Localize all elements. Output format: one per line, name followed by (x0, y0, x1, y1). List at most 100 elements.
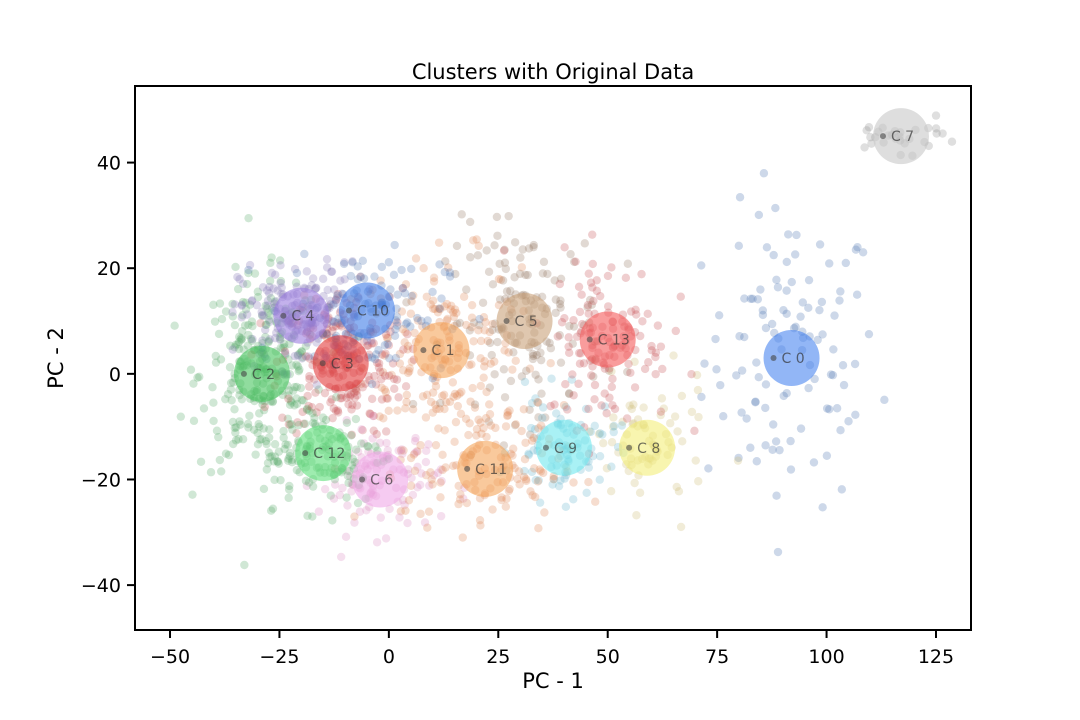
data-point (413, 483, 422, 492)
data-point (231, 428, 240, 437)
data-point (283, 414, 293, 423)
data-point (584, 477, 593, 487)
data-point (337, 391, 346, 400)
data-point (640, 364, 650, 374)
cluster-center-dot (319, 360, 326, 367)
data-point (364, 442, 373, 451)
data-point (401, 319, 411, 329)
data-point (413, 313, 422, 323)
data-point (804, 303, 813, 313)
x-tick-label: 75 (705, 646, 729, 668)
data-point (403, 330, 412, 339)
data-point (538, 403, 548, 412)
cluster-bubble (273, 287, 330, 344)
x-tick-label: −50 (150, 646, 190, 668)
data-point (353, 498, 363, 508)
data-point (264, 448, 274, 457)
data-point (671, 326, 680, 336)
data-point (210, 317, 220, 326)
data-point (560, 243, 569, 252)
data-point (359, 274, 369, 283)
data-point (484, 267, 494, 277)
data-point (310, 375, 319, 384)
data-point (396, 446, 406, 455)
data-point (333, 291, 342, 300)
data-point (441, 257, 450, 266)
data-point (931, 111, 941, 120)
data-point (428, 480, 437, 489)
data-point (433, 468, 443, 478)
data-point (211, 358, 221, 367)
data-point (656, 410, 665, 420)
data-point (349, 388, 359, 397)
data-point (233, 284, 243, 294)
data-point (536, 467, 546, 476)
data-point (299, 396, 308, 405)
data-point (626, 307, 636, 316)
data-point (253, 292, 263, 302)
data-point (369, 426, 378, 435)
data-point (769, 420, 778, 429)
data-point (264, 308, 273, 317)
data-point (231, 340, 241, 349)
data-point (485, 383, 495, 392)
data-point (461, 414, 471, 424)
data-point (302, 267, 312, 276)
data-point (255, 422, 264, 431)
data-point (284, 386, 294, 395)
y-tick-label: 20 (97, 258, 121, 280)
data-point (497, 495, 506, 505)
data-point (271, 270, 280, 279)
data-point (247, 317, 257, 326)
data-point (255, 409, 264, 418)
data-point (456, 409, 466, 419)
data-point (533, 477, 543, 486)
data-point (453, 401, 463, 411)
data-point (420, 518, 430, 527)
data-point (832, 404, 842, 413)
data-point (516, 253, 525, 262)
data-point (288, 455, 297, 464)
data-point (737, 408, 746, 417)
data-point (322, 330, 332, 339)
data-point (318, 274, 328, 284)
data-point (297, 395, 307, 405)
data-point (829, 345, 838, 354)
data-point (355, 507, 365, 516)
data-point (231, 262, 240, 272)
data-point (475, 516, 485, 525)
data-point (552, 409, 561, 418)
data-point (371, 442, 380, 451)
data-point (221, 449, 231, 458)
data-point (626, 368, 635, 377)
cluster-bubble (233, 345, 290, 402)
data-point (368, 434, 377, 443)
data-point (496, 275, 506, 284)
data-point (252, 300, 262, 310)
data-point (452, 308, 461, 318)
data-point (363, 442, 372, 451)
data-point (214, 432, 223, 442)
data-point (575, 307, 585, 317)
data-point (672, 482, 681, 492)
data-point (564, 348, 574, 358)
data-point (482, 246, 491, 255)
data-point (371, 350, 381, 359)
data-point (297, 347, 306, 356)
data-point (330, 318, 339, 327)
data-point (437, 476, 446, 486)
data-point (228, 439, 238, 449)
data-point (230, 300, 240, 309)
data-point (382, 427, 391, 436)
data-point (497, 493, 506, 502)
data-point (464, 430, 473, 440)
data-point (737, 366, 747, 375)
data-point (228, 308, 237, 317)
data-point (476, 381, 485, 391)
data-point (284, 454, 293, 463)
data-point (687, 370, 696, 379)
data-point (428, 287, 437, 297)
cluster-center-dot (302, 450, 309, 457)
data-point (408, 399, 418, 409)
data-point (281, 440, 290, 449)
